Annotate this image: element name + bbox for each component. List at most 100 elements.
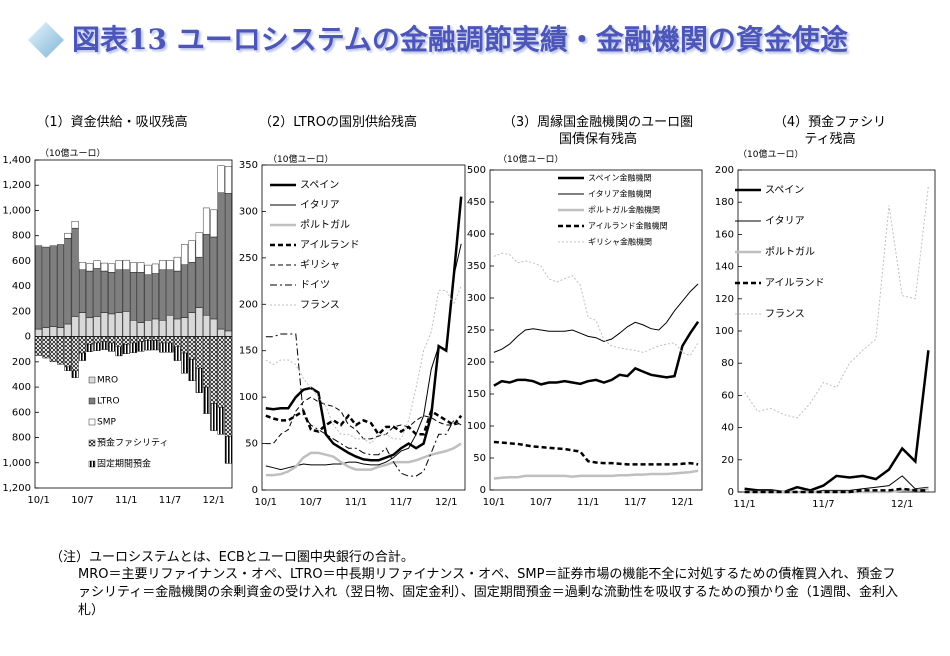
bar-segment (115, 312, 123, 337)
y-tick-label: 50 (245, 439, 258, 450)
y-tick-label: 250 (467, 325, 486, 336)
bar-segment (210, 236, 218, 320)
y-tick-label: 0 (25, 332, 31, 343)
legend-label: スペイン (765, 185, 804, 196)
chart-title: （3）周縁国金融機関のユーロ圏 国債保有残高 (502, 115, 694, 147)
x-tick-label: 11/7 (390, 497, 412, 508)
bar-segment (188, 240, 196, 263)
bar-segment (224, 166, 232, 194)
x-tick-label: 10/7 (71, 495, 93, 506)
bar-segment (210, 336, 218, 404)
bar-segment (151, 273, 159, 320)
line-series (265, 333, 462, 477)
y-tick-label: 0 (252, 485, 258, 496)
bar-segment (144, 274, 152, 321)
bar-segment (210, 403, 218, 431)
plot-frame (261, 164, 466, 491)
bar-segment (78, 312, 86, 337)
bar-segment (195, 367, 203, 393)
x-tick-label: 11/7 (812, 499, 834, 510)
bar-segment (93, 342, 101, 351)
bar-segment (130, 336, 137, 344)
bar-segment (151, 336, 159, 341)
bar-segment (78, 336, 86, 354)
legend-label: MRO (97, 376, 118, 386)
line-series (493, 283, 699, 353)
x-tick-label: 11/7 (624, 497, 646, 508)
bar-segment (202, 336, 210, 388)
legend-label: ドイツ (300, 280, 330, 291)
note: （注）ユーロシステムとは、ECBとユーロ圏中央銀行の合計。 (50, 550, 414, 565)
bar-segment (130, 262, 137, 273)
y-tick-label: 200 (12, 306, 31, 317)
bar-segment (100, 312, 108, 337)
bar-segment (86, 317, 94, 337)
unit-label: （10億ユーロ） (40, 149, 106, 159)
bar-segment (202, 207, 210, 235)
legend-label: イタリア (300, 199, 340, 211)
line-series (493, 252, 699, 357)
y-tick-label: 120 (715, 294, 734, 305)
bar-segment (57, 327, 65, 337)
bar-segment (42, 246, 50, 328)
bar-segment (122, 343, 130, 354)
bar-segment (86, 270, 94, 318)
bar-segment (137, 262, 145, 273)
bar-segment (166, 342, 174, 353)
y-tick-label: 350 (467, 261, 486, 272)
bar-segment (115, 269, 123, 313)
bar-segment (202, 234, 210, 316)
y-tick-label: 1,000 (2, 205, 31, 216)
legend-label: イタリア (765, 215, 805, 227)
bar-segment (181, 264, 189, 318)
line-series (744, 350, 930, 494)
bar-segment (78, 269, 86, 313)
bar-segment (64, 366, 72, 371)
bar-segment (173, 346, 181, 361)
chart-title: （4）預金ファシリティ残高 (773, 115, 887, 147)
line-series (744, 186, 929, 419)
y-tick-label: 300 (239, 206, 258, 217)
bar-segment (108, 272, 116, 315)
y-tick-label: 100 (239, 392, 258, 403)
y-tick-label: 450 (467, 197, 486, 208)
bar-segment (224, 336, 232, 437)
bar-segment (57, 336, 65, 365)
y-tick-label: 200 (12, 357, 31, 368)
bar-segment (188, 261, 196, 313)
bar-segment (130, 272, 137, 321)
bar-segment (217, 192, 225, 330)
bar-segment (64, 238, 72, 325)
bar-segment (173, 318, 181, 337)
x-tick-label: 12/1 (435, 497, 457, 508)
y-tick-label: 350 (239, 160, 258, 171)
y-tick-label: 800 (12, 231, 31, 242)
y-tick-label: 300 (467, 293, 486, 304)
bar-segment (122, 311, 130, 337)
y-tick-label: 80 (721, 358, 734, 369)
bar-segment (115, 260, 123, 270)
bar-segment (108, 342, 116, 352)
legend-label: ポルトガル金融機関 (588, 205, 660, 215)
bar-segment (42, 327, 50, 337)
unit-label: （10億ユーロ） (268, 155, 334, 165)
legend-label: イタリア金融機関 (588, 189, 652, 199)
bar-segment (122, 259, 130, 270)
bar-segment (122, 269, 130, 312)
y-tick-label: 200 (239, 299, 258, 310)
line-series (744, 487, 929, 494)
bar-segment (42, 336, 50, 359)
y-tick-label: 1,000 (2, 458, 31, 469)
legend-swatch (88, 439, 96, 447)
bar-segment (173, 256, 181, 272)
y-tick-label: 60 (721, 390, 734, 401)
bar-segment (159, 342, 167, 353)
y-tick-label: 1,200 (2, 483, 31, 494)
line-series (493, 469, 699, 480)
legend-label: 預金ファシリティ (97, 437, 168, 449)
bar-segment (108, 313, 116, 337)
bar-segment (195, 256, 203, 308)
y-tick-label: 600 (12, 407, 31, 418)
bar-segment (86, 336, 94, 345)
